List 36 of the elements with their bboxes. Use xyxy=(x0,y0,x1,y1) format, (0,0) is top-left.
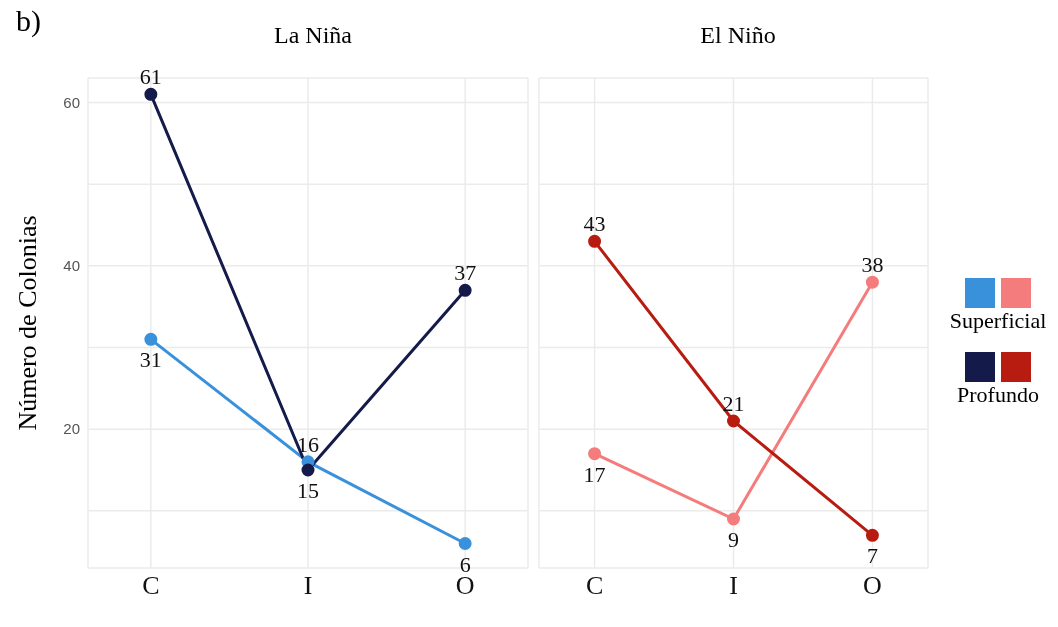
data-label: 31 xyxy=(139,347,162,373)
point xyxy=(588,234,602,248)
data-label: 16 xyxy=(297,431,319,457)
x-tick-label: C xyxy=(585,571,604,601)
point xyxy=(144,87,158,101)
point xyxy=(727,414,740,428)
point xyxy=(458,537,472,550)
legend-label: Profundo xyxy=(956,382,1040,408)
point xyxy=(144,332,158,346)
data-label: 17 xyxy=(583,461,606,487)
data-label: 43 xyxy=(583,211,606,237)
x-tick-label: I xyxy=(303,571,313,601)
chart-title: El Niño xyxy=(699,22,777,49)
y-tick-label: 60 xyxy=(63,93,80,111)
point xyxy=(727,512,740,526)
data-label: 21 xyxy=(722,391,745,416)
data-label: 7 xyxy=(866,543,878,569)
text: b) xyxy=(16,4,41,38)
data-label: 15 xyxy=(297,478,319,503)
point xyxy=(588,447,602,461)
x-tick-label: C xyxy=(142,571,160,601)
data-label: 38 xyxy=(861,252,884,278)
y-tick-label: 20 xyxy=(63,420,80,438)
point xyxy=(301,463,315,477)
point xyxy=(865,275,879,289)
point xyxy=(458,283,472,297)
data-label: 9 xyxy=(728,527,739,552)
legend-label: Superficial xyxy=(948,308,1048,334)
data-label: 37 xyxy=(454,260,477,286)
point xyxy=(865,528,879,542)
data-label: 61 xyxy=(139,64,162,90)
y-tick-label: 40 xyxy=(63,257,80,275)
y-axis-title: Número de Colonias xyxy=(13,214,43,433)
chart-title: La Niña xyxy=(273,22,353,49)
x-tick-label: I xyxy=(729,571,738,601)
x-tick-label: O xyxy=(863,571,882,601)
